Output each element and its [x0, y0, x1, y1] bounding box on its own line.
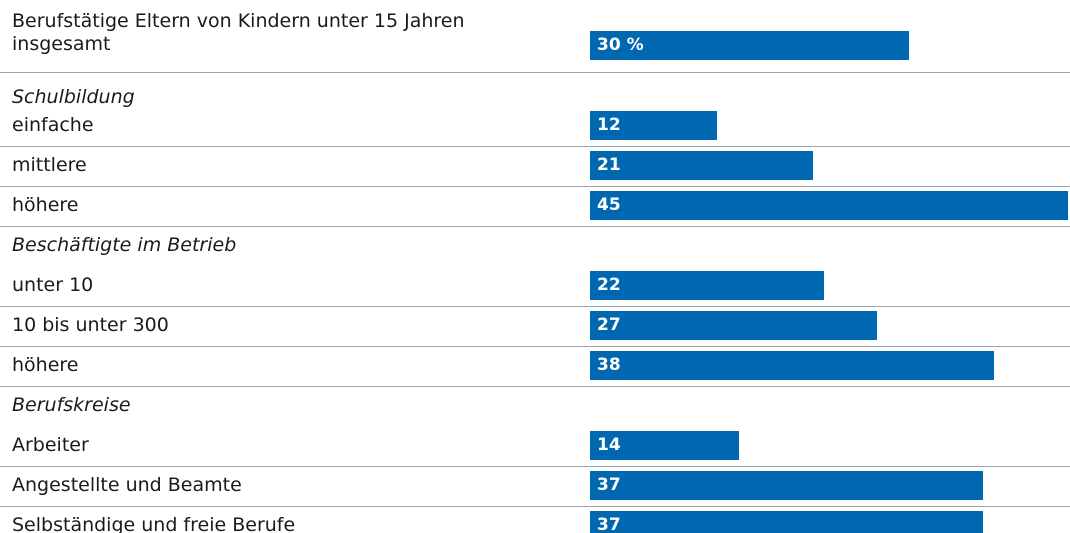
- bar: [590, 151, 814, 180]
- value-label: 38: [597, 355, 621, 375]
- value-label: 22: [597, 275, 621, 295]
- category-label: Angestellte und Beamte: [12, 474, 242, 496]
- separator: [0, 146, 1070, 147]
- value-label: 37: [597, 475, 621, 495]
- bar: [590, 431, 739, 460]
- category-label: höhere: [12, 194, 79, 216]
- category-label: unter 10: [12, 274, 94, 296]
- group-heading: Berufskreise: [12, 394, 131, 416]
- value-label: 21: [597, 155, 621, 175]
- value-label: 12: [597, 115, 621, 135]
- separator: [0, 346, 1070, 347]
- separator: [0, 466, 1070, 467]
- category-label: 10 bis unter 300: [12, 314, 169, 336]
- category-label: einfache: [12, 114, 94, 136]
- value-label: 27: [597, 315, 621, 335]
- bar: [590, 271, 824, 300]
- value-label: 37: [597, 515, 621, 533]
- separator: [0, 72, 1070, 73]
- group-heading: Beschäftigte im Betrieb: [12, 234, 237, 256]
- separator: [0, 306, 1070, 307]
- category-label: Berufstätige Eltern von Kindern unter 15…: [12, 10, 465, 55]
- category-label: mittlere: [12, 154, 87, 176]
- value-label: 14: [597, 435, 621, 455]
- bar: [590, 31, 909, 60]
- separator: [0, 506, 1070, 507]
- category-label: höhere: [12, 354, 79, 376]
- bar: [590, 191, 1068, 220]
- bar: [590, 351, 994, 380]
- bar: [590, 511, 984, 533]
- separator: [0, 226, 1070, 227]
- separator: [0, 186, 1070, 187]
- category-label: Arbeiter: [12, 434, 89, 456]
- separator: [0, 386, 1070, 387]
- bar: [590, 311, 877, 340]
- group-heading: Schulbildung: [12, 86, 135, 108]
- category-label: Selbständige und freie Berufe: [12, 514, 296, 533]
- value-label: 45: [597, 195, 621, 215]
- bar: [590, 471, 984, 500]
- bar: [590, 111, 718, 140]
- value-label: 30 %: [597, 35, 644, 55]
